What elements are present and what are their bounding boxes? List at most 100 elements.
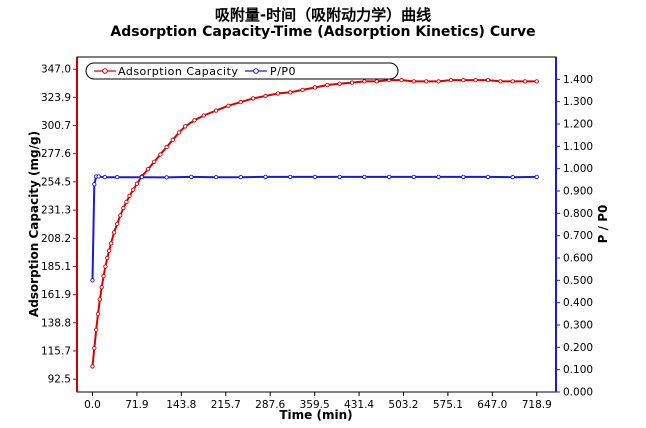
data-point-adsorption [131, 187, 136, 192]
x-axis-title: Time (min) [279, 408, 352, 422]
data-point-adsorption [94, 327, 99, 333]
y2-tick-label: 0.600 [563, 253, 593, 265]
data-point-adsorption [374, 79, 379, 84]
legend-box [85, 62, 399, 80]
data-point-adsorption [101, 274, 106, 279]
y2-tick-label: 0.500 [563, 275, 593, 287]
y-tick-label: 254.5 [41, 176, 71, 188]
x-tick-label: 143.8 [166, 399, 196, 411]
data-point-adsorption [424, 79, 429, 84]
data-point-adsorption [170, 137, 175, 142]
y2-tick-label: 0.300 [563, 320, 593, 332]
data-point-adsorption [183, 124, 188, 129]
data-point-adsorption [263, 93, 268, 99]
data-point-adsorption [97, 297, 103, 302]
data-point-pp0 [213, 175, 219, 180]
data-point-pp0 [96, 174, 101, 179]
data-point-adsorption [124, 199, 129, 205]
data-point-adsorption [510, 79, 515, 84]
chart-title: Adsorption Capacity-Time (Adsorption Kin… [110, 24, 536, 40]
x-tick-label: 718.9 [522, 399, 552, 411]
data-point-adsorption [152, 159, 157, 164]
data-point-pp0 [189, 174, 194, 180]
data-point-adsorption [300, 87, 305, 93]
data-point-pp0 [102, 175, 107, 180]
data-point-pp0 [263, 174, 268, 180]
data-point-pp0 [510, 175, 515, 180]
x-tick-label: 575.1 [433, 399, 463, 411]
data-point-adsorption [201, 113, 206, 118]
y2-tick-label: 1.000 [563, 163, 593, 175]
data-point-adsorption [108, 241, 114, 246]
data-point-adsorption [522, 79, 528, 84]
y-axis-ticks: 92.5 115.7 138.8 161.9 185.1 208.2 231.3 254.5 2… [41, 64, 77, 386]
y-axis-title: Adsorption Capacity (mg/g) [27, 131, 41, 317]
data-point-adsorption [250, 96, 256, 101]
y2-tick-label: 0.900 [563, 186, 593, 198]
data-point-adsorption [534, 79, 539, 84]
y-tick-label: 185.1 [41, 261, 71, 273]
data-point-adsorption [325, 82, 330, 88]
plot-frame [76, 56, 557, 393]
data-point-adsorption [176, 130, 182, 135]
data-point-pp0 [534, 174, 539, 180]
data-point-pp0 [386, 174, 392, 180]
y2-tick-label: 1.400 [563, 74, 593, 86]
y2-tick-label: 0.700 [563, 230, 593, 242]
x-axis-ticks: 0.0 71.9 143.8 215.7 287.6 359.5 431.4 503.2 575… [84, 392, 552, 411]
data-point-adsorption [127, 193, 132, 199]
data-point-adsorption [288, 90, 293, 95]
data-point-pp0 [411, 174, 416, 180]
data-point-adsorption [349, 80, 355, 85]
legend-label-adsorption: Adsorption Capacity [118, 65, 238, 78]
x-tick-label: 359.5 [300, 399, 330, 411]
x-tick-label: 215.7 [211, 399, 241, 411]
y2-tick-label: 0.100 [563, 364, 593, 376]
y-tick-label: 208.2 [41, 233, 71, 245]
x-tick-label: 287.6 [255, 399, 285, 411]
data-point-adsorption [192, 118, 197, 123]
data-point-adsorption [105, 255, 110, 261]
data-point-adsorption [485, 77, 491, 83]
data-point-adsorption [411, 79, 416, 84]
y-tick-label: 300.7 [41, 120, 71, 132]
x-tick-label: 71.9 [125, 399, 148, 411]
data-point-adsorption [99, 285, 104, 290]
data-point-adsorption [106, 248, 112, 253]
x-tick-label: 503.2 [388, 399, 418, 411]
data-point-adsorption [362, 79, 367, 84]
data-point-pp0 [115, 175, 120, 180]
data-point-adsorption [238, 99, 243, 105]
series-line-adsorption [91, 79, 537, 367]
data-point-adsorption [115, 221, 120, 227]
legend-label-pp0: P/P0 [270, 65, 296, 78]
data-point-adsorption [90, 364, 95, 369]
data-point-pp0 [139, 175, 145, 180]
series-layer [90, 77, 539, 369]
data-point-adsorption [337, 81, 342, 86]
series-line-pp0 [91, 175, 537, 281]
data-point-pp0 [461, 174, 466, 180]
y-tick-label: 92.5 [48, 374, 71, 386]
data-point-adsorption [95, 311, 101, 317]
x-tick-label: 0.0 [84, 399, 101, 411]
y2-tick-label: 1.100 [563, 141, 593, 153]
data-point-adsorption [145, 166, 151, 172]
y-tick-label: 323.9 [41, 92, 71, 104]
data-point-adsorption [103, 264, 108, 269]
y2-tick-label: 0.200 [563, 342, 593, 354]
y-tick-label: 231.3 [41, 205, 71, 217]
data-point-pp0 [436, 174, 441, 180]
data-point-adsorption [111, 230, 117, 235]
y2-axis-title: P / P0 [596, 205, 610, 244]
data-point-adsorption [118, 213, 123, 218]
data-point-adsorption [399, 77, 404, 83]
data-point-pp0 [92, 182, 97, 187]
y-tick-label: 347.0 [41, 64, 71, 76]
data-point-adsorption [312, 85, 318, 90]
legend: Adsorption Capacity P/P0 [85, 62, 399, 80]
y-tick-label: 138.8 [41, 317, 71, 329]
data-point-adsorption [436, 79, 441, 84]
data-point-adsorption [134, 181, 140, 186]
